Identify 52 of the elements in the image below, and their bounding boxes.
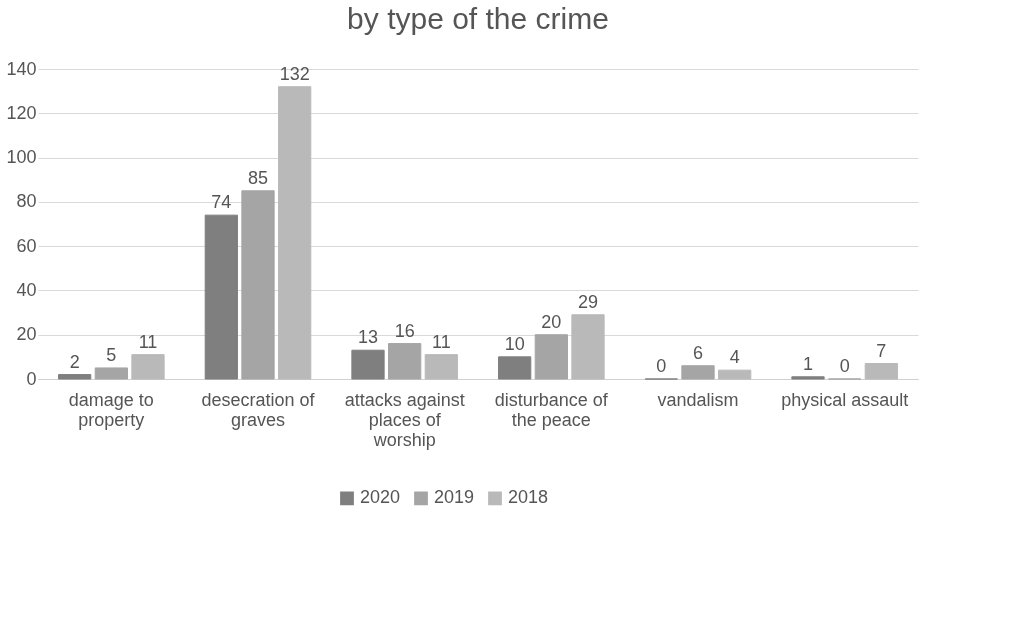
legend-label: 2018 — [508, 487, 549, 508]
bar — [791, 376, 825, 380]
data-label: 13 — [357, 327, 379, 348]
y-tick-label: 60 — [16, 235, 37, 256]
data-label: 85 — [247, 167, 269, 188]
data-label: 1 — [802, 353, 814, 374]
chart-title: by type of the crime — [347, 2, 609, 35]
bar — [94, 367, 128, 380]
x-tick-label: desecration of graves — [201, 389, 316, 430]
data-label: 7 — [876, 340, 887, 361]
data-label: 74 — [211, 192, 232, 213]
bar — [351, 349, 385, 380]
bar — [241, 190, 275, 380]
data-label: 5 — [106, 344, 117, 365]
y-tick-label: 120 — [6, 102, 37, 123]
bar — [498, 356, 532, 380]
bar — [278, 86, 312, 380]
data-label: 10 — [504, 333, 525, 354]
y-tick-label: 80 — [16, 191, 37, 212]
bar — [424, 354, 458, 380]
data-label: 11 — [431, 331, 451, 352]
x-tick-label: vandalism — [657, 389, 739, 410]
x-tick-label: physical assault — [781, 389, 909, 410]
bar — [204, 214, 238, 380]
data-label: 4 — [729, 347, 740, 368]
bar — [534, 334, 568, 380]
data-label: 6 — [692, 342, 704, 363]
legend-label: 2020 — [360, 487, 401, 508]
y-tick-label: 0 — [26, 368, 37, 389]
data-label: 132 — [279, 63, 310, 84]
data-label: 0 — [656, 356, 667, 376]
data-label: 20 — [541, 311, 562, 332]
data-label: 11 — [138, 331, 158, 352]
data-label: 2 — [69, 351, 80, 372]
y-tick-label: 100 — [6, 147, 37, 168]
bar — [571, 314, 605, 380]
x-tick-label: attacks against places of worship — [344, 389, 465, 450]
x-tick-label: disturbance of the peace — [494, 389, 609, 430]
data-label: 0 — [839, 356, 850, 376]
data-label: 16 — [394, 320, 415, 341]
bar — [718, 369, 752, 380]
bar — [681, 365, 715, 380]
x-tick-label: damage to property — [68, 389, 154, 430]
legend-label: 2019 — [434, 487, 475, 508]
bar — [388, 343, 422, 380]
y-tick-label: 40 — [16, 279, 37, 300]
bar — [864, 363, 898, 380]
bar — [131, 354, 165, 380]
bar — [58, 374, 92, 380]
data-label: 29 — [577, 291, 599, 312]
y-tick-label: 140 — [6, 58, 37, 79]
y-tick-label: 20 — [16, 324, 37, 345]
